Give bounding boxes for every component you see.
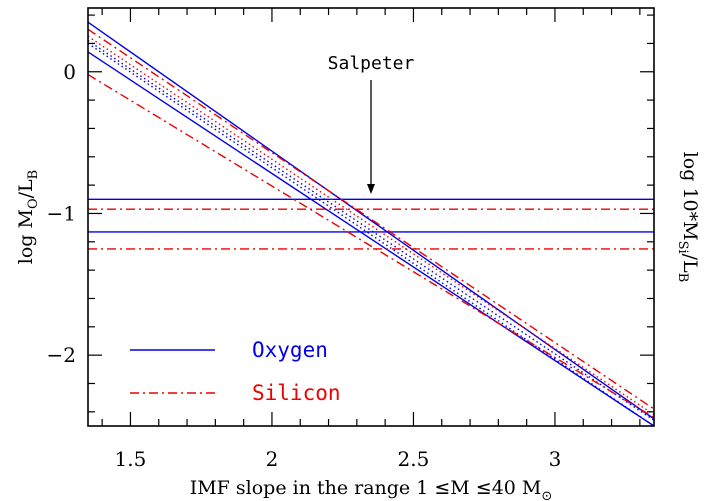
y-axis-label-right: log 10*MSi/LB	[675, 152, 701, 283]
y-axis-label-left: log MO/LB	[15, 170, 41, 264]
salpeter-annotation: Salpeter	[328, 53, 415, 194]
legend-label-oxygen: Oxygen	[252, 338, 328, 362]
ticks-layer	[88, 8, 654, 426]
series-layer	[88, 21, 654, 426]
series-line-oxygen-2	[88, 40, 654, 421]
x-tick-label: 2	[266, 447, 279, 471]
series-line-oxygen-3	[88, 42, 654, 426]
x-tick-label: 2.5	[398, 447, 430, 471]
y-tick-label: −2	[47, 343, 76, 367]
annotation-text: Salpeter	[328, 53, 415, 74]
legend-label-silicon: Silicon	[252, 381, 341, 405]
x-axis-label: IMF slope in the range 1 ≤M ≤40 M⊙	[190, 477, 553, 501]
series-line-oxygen-0	[88, 21, 654, 420]
plot-frame	[87, 7, 655, 427]
x-tick-label: 3	[549, 447, 562, 471]
series-line-silicon-7	[88, 74, 654, 419]
y-tick-label: −1	[47, 201, 76, 225]
annotation-arrowhead	[367, 184, 375, 194]
x-tick-label: 1.5	[115, 447, 147, 471]
x-tick-labels: 1.5 2 2.5 3	[115, 447, 562, 471]
y-tick-label: 0	[63, 60, 76, 84]
y-tick-labels: 0 −1 −2	[47, 60, 76, 367]
series-line-oxygen-1	[88, 51, 654, 426]
legend: Oxygen Silicon	[130, 338, 341, 405]
series-line-silicon-8	[88, 35, 654, 416]
